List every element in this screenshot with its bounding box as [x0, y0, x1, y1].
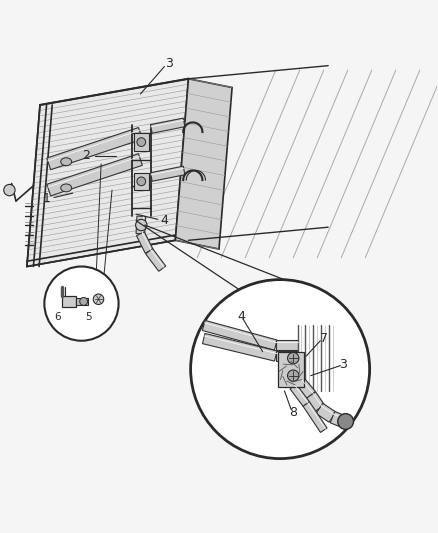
Circle shape — [288, 370, 299, 381]
FancyBboxPatch shape — [134, 133, 149, 151]
Polygon shape — [202, 334, 277, 361]
Polygon shape — [306, 392, 325, 412]
Circle shape — [44, 266, 119, 341]
Circle shape — [338, 414, 353, 430]
Text: 3: 3 — [165, 57, 173, 70]
Polygon shape — [276, 351, 297, 361]
Text: 8: 8 — [289, 406, 297, 419]
Text: 2: 2 — [82, 149, 90, 161]
Circle shape — [191, 280, 370, 458]
Circle shape — [137, 177, 146, 185]
FancyBboxPatch shape — [278, 352, 304, 386]
Ellipse shape — [61, 158, 72, 166]
Polygon shape — [151, 118, 185, 133]
Polygon shape — [276, 340, 297, 350]
Polygon shape — [290, 384, 310, 406]
Polygon shape — [202, 320, 277, 350]
Text: 4: 4 — [237, 310, 245, 323]
Polygon shape — [136, 216, 146, 234]
Circle shape — [288, 352, 299, 364]
Polygon shape — [27, 79, 188, 266]
Polygon shape — [330, 411, 346, 427]
Text: 1: 1 — [42, 192, 50, 205]
Polygon shape — [175, 79, 232, 249]
FancyBboxPatch shape — [134, 173, 149, 190]
Polygon shape — [303, 402, 327, 432]
Circle shape — [80, 297, 88, 305]
Polygon shape — [316, 403, 336, 422]
Text: 3: 3 — [339, 358, 347, 372]
Polygon shape — [151, 166, 185, 181]
Circle shape — [136, 220, 147, 231]
FancyBboxPatch shape — [76, 298, 88, 305]
Polygon shape — [295, 378, 315, 399]
Ellipse shape — [61, 184, 72, 192]
Text: 5: 5 — [85, 312, 92, 322]
FancyBboxPatch shape — [62, 296, 76, 306]
Polygon shape — [47, 154, 142, 196]
Text: 7: 7 — [320, 332, 328, 345]
Circle shape — [93, 294, 104, 304]
Text: 4: 4 — [160, 214, 168, 227]
Text: 6: 6 — [54, 312, 61, 322]
Polygon shape — [137, 232, 153, 253]
Polygon shape — [47, 127, 142, 169]
Circle shape — [137, 138, 146, 147]
Circle shape — [4, 184, 15, 196]
Polygon shape — [146, 248, 166, 271]
